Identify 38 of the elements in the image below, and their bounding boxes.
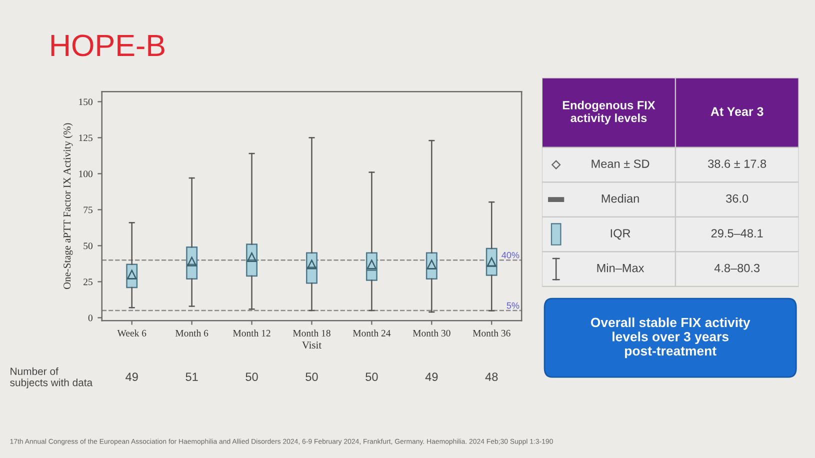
y-tick-label: 100 — [79, 170, 92, 178]
text: 49 — [126, 372, 138, 382]
ref-line-label: 5% — [506, 302, 520, 309]
ref-line-label: 40% — [502, 252, 520, 258]
text: 38.6 ± 17.8 — [708, 160, 766, 168]
y-tick-label: 125 — [79, 134, 92, 142]
x-tick-label: Month 36 — [472, 330, 510, 336]
text: 50 — [366, 372, 378, 382]
x-axis-title: Visit — [302, 342, 322, 349]
y-tick-label: 50 — [84, 242, 92, 250]
x-tick-label: Month 30 — [412, 330, 450, 336]
text: Number of subjects with data — [10, 367, 93, 388]
y-tick-label: 0 — [88, 314, 92, 322]
text: Median — [602, 194, 639, 203]
text: 36.0 — [726, 194, 748, 203]
text: Overall stable FIX activity levels over 3 years post-treatment — [590, 317, 750, 358]
x-tick-label: Month 12 — [233, 330, 270, 336]
text: At Year 3 — [710, 107, 764, 116]
y-tick-label: 150 — [79, 98, 92, 106]
text: 29.5–48.1 — [711, 229, 763, 238]
text: 48 — [485, 372, 498, 382]
text: Mean ± SD — [592, 160, 650, 168]
x-tick-label: Month 24 — [352, 330, 391, 336]
text: Endogenous FIX activity levels — [562, 100, 656, 125]
chart-title: HOPE-B — [51, 34, 164, 56]
x-tick-label: Month 6 — [175, 330, 208, 336]
y-tick-label: 75 — [84, 206, 92, 214]
text: 4.8–80.3 — [714, 264, 760, 272]
x-tick-label: Week 6 — [117, 330, 146, 337]
text: IQR — [610, 229, 630, 240]
text: 49 — [425, 372, 438, 382]
y-tick-label: 25 — [84, 278, 92, 286]
text: 50 — [246, 372, 258, 382]
text: 50 — [306, 372, 318, 382]
y-axis-title: One-Stage aPTT Factor IX Activity (%) — [63, 123, 73, 290]
text: Min–Max — [597, 264, 644, 272]
text: 51 — [186, 372, 198, 382]
x-tick-label: Month 18 — [292, 330, 330, 336]
